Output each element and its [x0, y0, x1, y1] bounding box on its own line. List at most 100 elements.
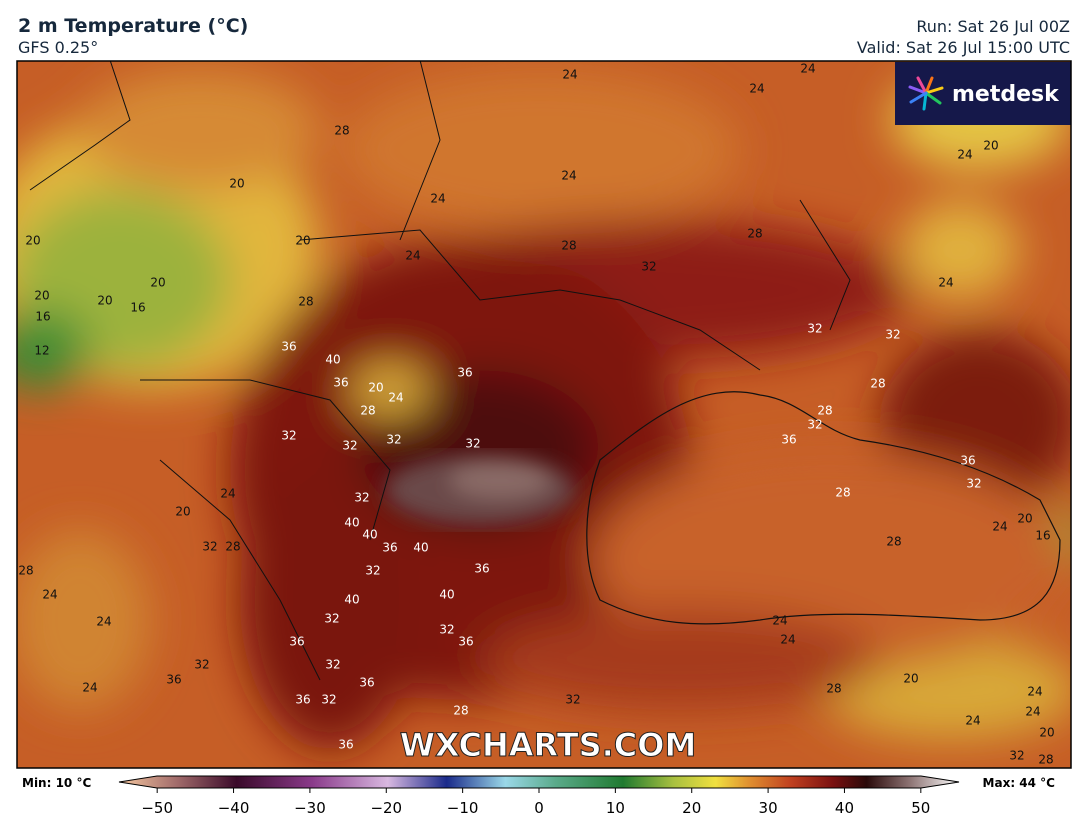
- contour-label: 24: [780, 633, 795, 647]
- colorbar-tick-label: −50: [141, 799, 173, 817]
- contour-label: 20: [368, 381, 383, 395]
- colorbar: Min: 10 °C Max: 44 °C −50 −40 −30 −20 −10 0 10…: [22, 775, 1056, 817]
- contour-label: 36: [457, 366, 472, 380]
- contour-label: 28: [835, 486, 850, 500]
- contour-label: 20: [295, 234, 310, 248]
- colorbar-tick-label: 50: [911, 799, 930, 817]
- contour-label: 32: [439, 623, 454, 637]
- colorbar-tick-label: −40: [218, 799, 250, 817]
- contour-label: 36: [166, 673, 181, 687]
- contour-label: 28: [334, 124, 349, 138]
- contour-label: 20: [903, 672, 918, 686]
- colorbar-tick-label: −10: [447, 799, 479, 817]
- map-frame: [16, 60, 1072, 769]
- contour-label: 24: [1027, 685, 1042, 699]
- contour-label: 24: [965, 714, 980, 728]
- contour-label: 36: [289, 635, 304, 649]
- contour-label: 28: [826, 682, 841, 696]
- contour-label: 32: [202, 540, 217, 554]
- contour-label: 40: [362, 528, 377, 542]
- contour-label: 32: [324, 612, 339, 626]
- contour-label: 24: [96, 615, 111, 629]
- contour-label: 32: [194, 658, 209, 672]
- contour-label: 36: [338, 738, 353, 752]
- colorbar-tick-label: 30: [759, 799, 778, 817]
- contour-label: 24: [388, 391, 403, 405]
- contour-label: 20: [1017, 512, 1032, 526]
- contour-label: 20: [175, 505, 190, 519]
- contour-label: 36: [474, 562, 489, 576]
- contour-label: 36: [295, 693, 310, 707]
- contour-label: 16: [35, 310, 50, 324]
- colorbar-tick-label: 20: [682, 799, 701, 817]
- contour-label: 40: [344, 516, 359, 530]
- valid-time: Valid: Sat 26 Jul 15:00 UTC: [857, 38, 1070, 57]
- contour-label: 24: [992, 520, 1007, 534]
- contour-label: 24: [1025, 705, 1040, 719]
- contour-label: 36: [781, 433, 796, 447]
- title: 2 m Temperature (°C): [18, 15, 248, 37]
- contour-label: 24: [957, 148, 972, 162]
- contour-label: 32: [565, 693, 580, 707]
- contour-label: 28: [561, 239, 576, 253]
- contour-label: 28: [747, 227, 762, 241]
- contour-label: 32: [966, 477, 981, 491]
- contour-label: 16: [1035, 529, 1050, 543]
- min-label: Min: 10 °C: [22, 776, 91, 790]
- contour-label: 20: [150, 276, 165, 290]
- contour-label: 24: [561, 169, 576, 183]
- contour-label: 32: [807, 322, 822, 336]
- contour-label: 28: [360, 404, 375, 418]
- model: GFS 0.25°: [18, 38, 98, 57]
- watermark: WXCHARTS.COM: [400, 726, 697, 764]
- contour-label: 36: [359, 676, 374, 690]
- contour-label: 28: [225, 540, 240, 554]
- contour-label: 32: [465, 437, 480, 451]
- contour-label: 36: [458, 635, 473, 649]
- contour-label: 20: [983, 139, 998, 153]
- contour-label: 32: [1009, 749, 1024, 763]
- contour-label: 28: [1038, 753, 1053, 767]
- contour-label: 24: [42, 588, 57, 602]
- contour-label: 24: [938, 276, 953, 290]
- max-label: Max: 44 °C: [983, 776, 1056, 790]
- contour-label: 24: [405, 249, 420, 263]
- contour-label: 36: [281, 340, 296, 354]
- contour-label: 40: [344, 593, 359, 607]
- contour-label: 40: [413, 541, 428, 555]
- contour-label: 32: [321, 693, 336, 707]
- contour-label: 28: [817, 404, 832, 418]
- contour-label: 28: [870, 377, 885, 391]
- contour-label: 24: [772, 614, 787, 628]
- contour-label: 32: [641, 260, 656, 274]
- contour-label: 28: [18, 564, 33, 578]
- contour-label: 32: [365, 564, 380, 578]
- contour-label: 20: [34, 289, 49, 303]
- contour-label: 32: [342, 439, 357, 453]
- contour-label: 36: [333, 376, 348, 390]
- contour-label: 32: [807, 418, 822, 432]
- contour-label: 12: [34, 344, 49, 358]
- contour-label: 36: [382, 541, 397, 555]
- contour-label: 24: [800, 62, 815, 76]
- contour-label: 36: [960, 454, 975, 468]
- contour-label: 32: [386, 433, 401, 447]
- contour-label: 40: [439, 588, 454, 602]
- contour-label: 28: [453, 704, 468, 718]
- contour-label: 20: [1039, 726, 1054, 740]
- contour-label: 40: [325, 353, 340, 367]
- contour-label: 24: [562, 68, 577, 82]
- contour-label: 32: [281, 429, 296, 443]
- contour-label: 24: [82, 681, 97, 695]
- colorbar-tick-label: 40: [835, 799, 854, 817]
- colorbar-tick-label: 10: [606, 799, 625, 817]
- contour-label: 32: [354, 491, 369, 505]
- contour-label: 32: [885, 328, 900, 342]
- run: Run: Sat 26 Jul 00Z: [916, 17, 1070, 36]
- contour-label: 24: [749, 82, 764, 96]
- colorbar-tick-label: 0: [534, 799, 544, 817]
- contour-label: 28: [298, 295, 313, 309]
- contour-label: 20: [25, 234, 40, 248]
- logo: metdesk: [952, 82, 1060, 107]
